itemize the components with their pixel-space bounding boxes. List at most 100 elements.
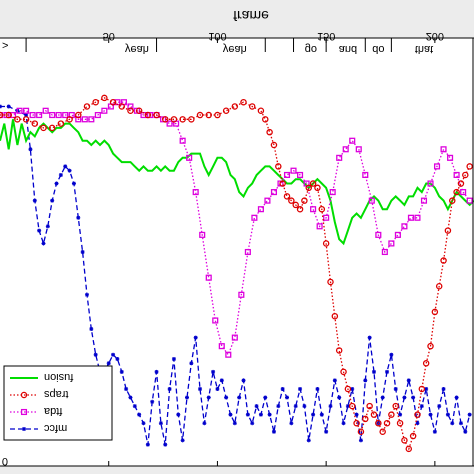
point-ftda-12: [75, 116, 82, 123]
point-mfcc-76: [341, 421, 346, 426]
point-traps-77: [462, 171, 469, 179]
point-traps-62: [396, 419, 404, 427]
point-mfcc-17: [84, 292, 89, 297]
point-mfcc-91: [406, 378, 411, 383]
point-traps-76: [457, 180, 465, 187]
point-mfcc-90: [402, 395, 407, 400]
point-mfcc-99: [441, 386, 446, 391]
point-traps-69: [427, 342, 434, 350]
series-line-fusion: [0, 119, 474, 246]
legend-marker-mfcc: [22, 427, 26, 431]
series-fusion: [0, 119, 474, 246]
point-mfcc-38: [176, 412, 181, 417]
point-mfcc-3: [24, 113, 29, 118]
point-mfcc-18: [89, 327, 94, 332]
point-traps-51: [348, 402, 356, 410]
point-mfcc-54: [245, 412, 250, 417]
point-mfcc-64: [289, 421, 294, 426]
point-traps-19: [161, 116, 169, 123]
point-ftda-42: [270, 189, 278, 196]
point-mfcc-81: [363, 378, 368, 383]
point-mfcc-36: [167, 386, 172, 391]
y-tick-top: >: [2, 40, 8, 52]
legend: fusion traps ftda mfcc: [3, 365, 113, 441]
point-mfcc-26: [124, 386, 129, 391]
point-traps-74: [449, 197, 456, 204]
point-ftda-62: [401, 223, 408, 230]
point-mfcc-39: [180, 438, 185, 443]
point-mfcc-4: [28, 147, 33, 152]
point-mfcc-14: [71, 181, 76, 186]
point-traps-78: [466, 163, 473, 170]
point-ftda-13: [81, 116, 88, 123]
point-ftda-28: [179, 137, 186, 144]
point-traps-13: [109, 98, 117, 106]
point-mfcc-94: [419, 404, 424, 409]
point-traps-26: [222, 107, 230, 115]
point-ftda-63: [407, 214, 414, 221]
point-traps-17: [144, 111, 152, 119]
legend-label-fusion: fusion: [44, 371, 73, 383]
point-ftda-46: [297, 171, 304, 179]
point-traps-43: [314, 184, 321, 192]
point-ftda-68: [440, 146, 447, 153]
series-line-mfcc: [0, 105, 471, 445]
point-mfcc-12: [63, 164, 68, 169]
point-ftda-20: [127, 103, 134, 110]
point-ftda-35: [225, 351, 232, 358]
point-traps-46: [327, 278, 334, 286]
point-mfcc-79: [354, 412, 359, 417]
point-mfcc-89: [398, 412, 403, 417]
point-mfcc-15: [76, 215, 81, 220]
point-mfcc-40: [184, 395, 189, 400]
point-traps-14: [118, 103, 126, 110]
point-traps-59: [383, 419, 391, 427]
point-ftda-15: [94, 111, 101, 119]
point-traps-60: [388, 411, 395, 418]
point-ftda-52: [336, 154, 343, 161]
point-mfcc-6: [37, 228, 42, 233]
point-mfcc-71: [319, 412, 324, 417]
x-tick-label-1: 100: [208, 30, 226, 42]
point-ftda-67: [433, 163, 441, 170]
point-ftda-70: [453, 171, 460, 179]
point-mfcc-105: [467, 412, 472, 417]
point-traps-44: [318, 205, 326, 213]
point-traps-30: [257, 107, 265, 115]
point-mfcc-98: [437, 404, 442, 409]
point-ftda-56: [362, 171, 369, 179]
point-traps-7: [57, 120, 65, 127]
x-tick-layer: 50 100 150 200: [103, 30, 444, 466]
point-mfcc-60: [271, 429, 276, 434]
point-mfcc-35: [163, 442, 168, 447]
point-mfcc-31: [145, 442, 150, 447]
point-ftda-65: [420, 197, 428, 204]
word-label-4: do: [372, 43, 384, 55]
point-traps-24: [205, 111, 212, 119]
point-mfcc-93: [415, 421, 420, 426]
point-ftda-39: [251, 214, 258, 221]
point-traps-49: [340, 368, 347, 376]
point-mfcc-87: [389, 352, 394, 357]
point-mfcc-33: [154, 369, 159, 374]
point-traps-15: [127, 107, 134, 115]
point-traps-23: [196, 111, 204, 119]
point-mfcc-41: [189, 361, 194, 366]
point-ftda-16: [101, 107, 108, 114]
point-mfcc-57: [258, 412, 263, 417]
point-traps-52: [353, 419, 360, 427]
point-mfcc-8: [45, 224, 50, 229]
word-label-2: go: [305, 43, 317, 55]
point-traps-57: [375, 419, 382, 427]
point-mfcc-80: [358, 438, 363, 443]
point-ftda-38: [244, 248, 251, 256]
point-mfcc-82: [367, 335, 372, 340]
point-ftda-51: [329, 189, 336, 196]
point-traps-66: [414, 411, 421, 418]
point-mfcc-10: [54, 181, 59, 186]
legend-label-mfcc: mfcc: [44, 422, 68, 434]
point-traps-71: [435, 282, 443, 290]
point-mfcc-30: [141, 421, 146, 426]
x-tick-label-3: 200: [426, 30, 444, 42]
point-traps-64: [405, 445, 413, 453]
